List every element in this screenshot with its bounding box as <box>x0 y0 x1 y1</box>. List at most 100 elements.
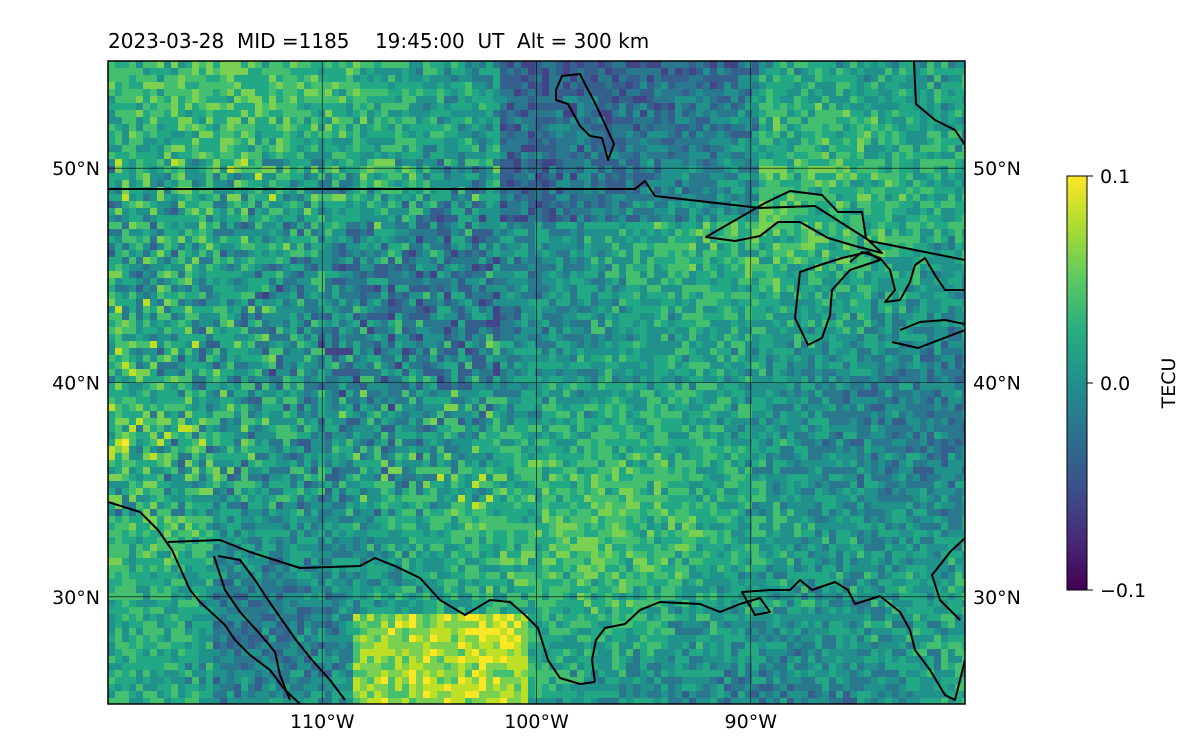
heatmap-cell <box>451 82 459 90</box>
heatmap-cell <box>738 215 746 223</box>
heatmap-cell <box>850 299 858 307</box>
heatmap-cell <box>815 215 823 223</box>
heatmap-cell <box>591 236 599 244</box>
heatmap-cell <box>451 257 459 265</box>
heatmap-cell <box>605 250 613 258</box>
heatmap-cell <box>640 131 648 139</box>
heatmap-cell <box>766 194 774 202</box>
heatmap-cell <box>136 166 144 174</box>
heatmap-cell <box>801 145 809 153</box>
heatmap-cell <box>808 187 816 195</box>
heatmap-cell <box>374 306 382 314</box>
heatmap-cell <box>920 299 928 307</box>
heatmap-cell <box>115 124 123 132</box>
heatmap-cell <box>955 75 963 83</box>
heatmap-cell <box>192 299 200 307</box>
heatmap-cell <box>444 159 452 167</box>
heatmap-cell <box>668 117 676 125</box>
heatmap-cell <box>157 89 165 97</box>
heatmap-cell <box>773 159 781 167</box>
heatmap-cell <box>584 229 592 237</box>
heatmap-cell <box>647 243 655 251</box>
heatmap-cell <box>948 271 956 279</box>
heatmap-cell <box>493 152 501 160</box>
heatmap-cell <box>521 306 529 314</box>
heatmap-cell <box>332 320 340 328</box>
heatmap-cell <box>563 215 571 223</box>
heatmap-cell <box>255 229 263 237</box>
heatmap-cell <box>724 187 732 195</box>
heatmap-cell <box>164 110 172 118</box>
heatmap-cell <box>556 278 564 286</box>
heatmap-cell <box>409 243 417 251</box>
heatmap-cell <box>787 243 795 251</box>
heatmap-cell <box>913 236 921 244</box>
heatmap-cell <box>808 299 816 307</box>
heatmap-cell <box>780 222 788 230</box>
heatmap-cell <box>654 285 662 293</box>
heatmap-cell <box>640 68 648 76</box>
heatmap-cell <box>857 180 865 188</box>
heatmap-cell <box>605 334 613 342</box>
heatmap-cell <box>437 327 445 335</box>
heatmap-cell <box>570 201 578 209</box>
heatmap-cell <box>325 201 333 209</box>
heatmap-cell <box>570 180 578 188</box>
heatmap-cell <box>220 89 228 97</box>
heatmap-cell <box>927 166 935 174</box>
heatmap-cell <box>934 152 942 160</box>
heatmap-cell <box>213 82 221 90</box>
heatmap-cell <box>178 82 186 90</box>
heatmap-cell <box>458 117 466 125</box>
heatmap-cell <box>577 208 585 216</box>
heatmap-cell <box>752 138 760 146</box>
heatmap-cell <box>640 124 648 132</box>
heatmap-cell <box>164 75 172 83</box>
heatmap-cell <box>241 236 249 244</box>
heatmap-cell <box>605 103 613 111</box>
heatmap-cell <box>185 215 193 223</box>
heatmap-cell <box>836 145 844 153</box>
heatmap-cell <box>822 138 830 146</box>
heatmap-cell <box>626 320 634 328</box>
heatmap-cell <box>150 341 158 349</box>
heatmap-cell <box>514 327 522 335</box>
heatmap-cell <box>899 229 907 237</box>
heatmap-cell <box>955 187 963 195</box>
heatmap-cell <box>451 173 459 181</box>
heatmap-cell <box>668 103 676 111</box>
heatmap-cell <box>500 292 508 300</box>
heatmap-cell <box>136 271 144 279</box>
heatmap-cell <box>507 257 515 265</box>
heatmap-cell <box>108 68 116 76</box>
heatmap-cell <box>430 229 438 237</box>
heatmap-cell <box>913 285 921 293</box>
heatmap-cell <box>283 243 291 251</box>
heatmap-cell <box>353 271 361 279</box>
heatmap-cell <box>318 208 326 216</box>
heatmap-cell <box>626 187 634 195</box>
heatmap-cell <box>871 222 879 230</box>
heatmap-cell <box>213 68 221 76</box>
heatmap-cell <box>472 117 480 125</box>
heatmap-cell <box>731 110 739 118</box>
heatmap-cell <box>591 306 599 314</box>
heatmap-cell <box>367 201 375 209</box>
heatmap-cell <box>507 313 515 321</box>
heatmap-cell <box>206 299 214 307</box>
heatmap-cell <box>472 306 480 314</box>
heatmap-cell <box>108 117 116 125</box>
heatmap-cell <box>493 306 501 314</box>
heatmap-cell <box>430 313 438 321</box>
heatmap-cell <box>745 173 753 181</box>
heatmap-cell <box>150 89 158 97</box>
heatmap-cell <box>311 89 319 97</box>
heatmap-cell <box>927 187 935 195</box>
heatmap-cell <box>458 285 466 293</box>
heatmap-cell <box>521 313 529 321</box>
heatmap-cell <box>318 131 326 139</box>
heatmap-cell <box>948 285 956 293</box>
heatmap-cell <box>388 334 396 342</box>
heatmap-cell <box>297 82 305 90</box>
heatmap-cell <box>556 159 564 167</box>
